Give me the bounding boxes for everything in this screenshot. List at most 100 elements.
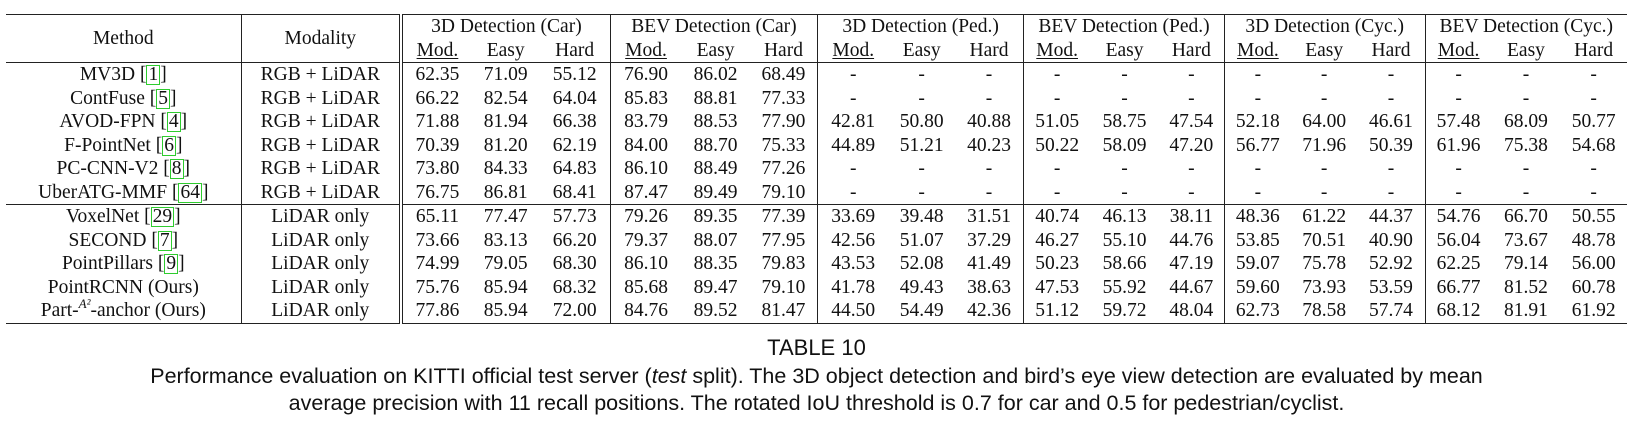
modality-cell: RGB + LiDAR: [241, 157, 404, 181]
value-cell: -: [1357, 180, 1426, 205]
value-cell: 89.49: [693, 181, 738, 203]
value-cell: 77.39: [749, 204, 819, 229]
value-cell: 42.56: [831, 229, 876, 251]
value-cell: 37.29: [954, 228, 1025, 252]
value-cell: 58.09: [1102, 134, 1147, 156]
method-name: AVOD-FPN: [59, 111, 156, 133]
value-cell: 73.67: [1504, 229, 1548, 251]
modality-cell: LiDAR only: [241, 228, 404, 252]
header-group: BEV Detection (Cyc.): [1425, 14, 1627, 39]
value-cell: 38.11: [1158, 204, 1225, 229]
value-cell: 77.90: [749, 110, 819, 134]
value-cell: -: [1455, 158, 1462, 180]
value-cell: -: [954, 157, 1025, 181]
method-name: MV3D: [79, 64, 136, 86]
citation-link[interactable]: 8: [169, 158, 184, 180]
method-name-sup: A²: [78, 296, 91, 312]
method-name: F-PointNet: [64, 134, 151, 156]
value-cell: 46.27: [1035, 229, 1080, 251]
value-cell: 46.13: [1090, 204, 1159, 229]
value-cell: -: [1455, 181, 1462, 203]
value-cell: 73.80: [415, 158, 460, 180]
value-cell: 46.61: [1357, 110, 1426, 134]
header-group: 3D Detection (Ped.): [817, 14, 1025, 39]
subheader-cell: Easy: [1507, 39, 1545, 61]
value-cell: -: [918, 181, 925, 203]
value-cell: 48.36: [1224, 204, 1291, 229]
method-cell: ContFuse [5]: [6, 86, 242, 110]
value-cell: 43.53: [831, 253, 876, 275]
value-cell: 77.26: [749, 157, 819, 181]
value-cell: 62.73: [1224, 299, 1291, 324]
citation-link[interactable]: 4: [166, 111, 181, 133]
citation-link[interactable]: 5: [156, 87, 170, 109]
caption-line1-pre: Performance evaluation on KITTI official…: [150, 364, 652, 388]
value-cell: 47.19: [1158, 252, 1225, 276]
value-cell: 79.26: [610, 204, 682, 229]
method-cell: F-PointNet [6]: [6, 133, 242, 157]
modality-cell: LiDAR only: [241, 204, 404, 229]
value-cell: 50.23: [1035, 253, 1080, 275]
header-modality: Modality: [241, 14, 404, 63]
subheader-cell: Mod.: [1036, 39, 1078, 61]
method-cell: SECOND [7]: [6, 228, 242, 252]
value-cell: 40.90: [1357, 228, 1426, 252]
value-cell: 68.49: [749, 62, 819, 87]
value-cell: 77.47: [471, 204, 540, 229]
value-cell: 33.69: [817, 204, 889, 229]
subheader-cell: Easy: [902, 39, 941, 61]
citation-link[interactable]: 64: [178, 181, 202, 203]
value-cell: 79.05: [483, 253, 528, 275]
method-name: PC-CNN-V2: [56, 158, 159, 180]
value-cell: 57.74: [1357, 299, 1426, 324]
method-name: UberATG-MMF: [38, 181, 168, 203]
citation-link[interactable]: 6: [162, 134, 176, 156]
value-cell: -: [918, 87, 925, 109]
table-row: PointRCNN (Ours) LiDAR only 75.76 85.94 68.3…: [6, 275, 1627, 299]
value-cell: -: [849, 87, 857, 109]
value-cell: -: [1254, 181, 1262, 203]
value-cell: 79.10: [749, 180, 819, 205]
value-cell: -: [1320, 158, 1328, 180]
value-cell: 40.74: [1023, 204, 1091, 229]
citation-link[interactable]: 29: [150, 206, 175, 228]
value-cell: 70.39: [415, 134, 460, 156]
value-cell: 85.68: [624, 276, 668, 298]
citation-link[interactable]: 1: [146, 64, 161, 86]
value-cell: -: [954, 62, 1025, 87]
value-cell: 88.49: [693, 158, 738, 180]
value-cell: -: [817, 62, 889, 87]
subheader-cell: Hard: [1357, 38, 1426, 63]
value-cell: -: [1560, 62, 1627, 87]
subheader-cell: Hard: [539, 38, 611, 63]
value-cell: 44.50: [817, 299, 889, 324]
header-row-sub: Mod. Easy Hard Mod. Easy Hard Mod. Easy Hard Mod.…: [6, 38, 1627, 63]
value-cell: -: [1590, 87, 1597, 109]
method-cell: VoxelNet [29]: [6, 204, 242, 229]
table-caption-body: Performance evaluation on KITTI official…: [0, 363, 1633, 417]
citation-link[interactable]: 7: [157, 229, 172, 251]
citation-link[interactable]: 9: [164, 253, 179, 275]
value-cell: 31.51: [954, 204, 1025, 229]
method-cell: PC-CNN-V2 [8]: [6, 157, 242, 181]
results-body: MV3D [1] RGB + LiDAR 62.35 71.09 55.12 76.90 8…: [6, 62, 1627, 324]
value-cell: 87.47: [624, 181, 668, 203]
value-cell: 44.67: [1158, 275, 1225, 299]
value-cell: 39.48: [888, 204, 955, 229]
header-group: BEV Detection (Car): [610, 14, 819, 39]
value-cell: 54.68: [1571, 134, 1616, 156]
value-cell: 81.94: [483, 111, 528, 133]
value-cell: 52.18: [1235, 111, 1280, 133]
table-row: AVOD-FPN [4] RGB + LiDAR 71.88 81.94 66.38 83…: [6, 110, 1627, 134]
value-cell: 79.37: [624, 229, 668, 251]
value-cell: 68.12: [1425, 299, 1492, 324]
subheader-cell: Mod.: [416, 39, 459, 61]
modality-cell: RGB + LiDAR: [241, 133, 404, 157]
header-group: BEV Detection (Ped.): [1023, 14, 1225, 39]
value-cell: 49.43: [899, 276, 944, 298]
value-cell: 89.52: [681, 299, 750, 324]
value-cell: 47.54: [1158, 110, 1225, 134]
method-name: Part-: [40, 300, 79, 322]
value-cell: -: [1158, 86, 1225, 110]
value-cell: 42.36: [954, 299, 1025, 324]
